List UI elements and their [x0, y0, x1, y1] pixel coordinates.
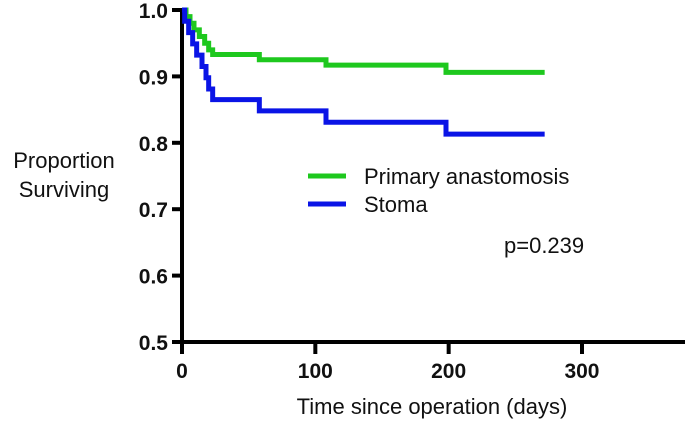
x-tick-label: 200	[431, 360, 466, 383]
legend-label-stoma: Stoma	[364, 192, 428, 217]
p-value-annotation: p=0.239	[504, 233, 584, 258]
legend-label-primary-anastomosis: Primary anastomosis	[364, 164, 569, 189]
y-tick-label: 0.8	[139, 133, 169, 156]
x-tick-label: 100	[298, 360, 333, 383]
series-line-stoma	[182, 7, 545, 137]
y-tick-label: 1.0	[139, 0, 168, 23]
series-line-primary-anastomosis	[182, 7, 545, 75]
y-tick-label: 0.7	[139, 199, 168, 222]
x-tick-label: 300	[564, 360, 599, 383]
y-axis-title-line2: Surviving	[19, 177, 109, 202]
y-tick-label: 0.5	[139, 332, 169, 355]
y-axis-title-line1: Proportion	[13, 148, 115, 173]
series-group	[182, 7, 545, 137]
y-tick-label: 0.9	[139, 66, 168, 89]
axes: 0.5 0.6 0.7 0.8 0.9 1.0 0 100 200 300	[139, 0, 685, 383]
x-axis-title: Time since operation (days)	[297, 394, 568, 419]
legend: Primary anastomosis Stoma	[308, 164, 569, 217]
y-tick-label: 0.6	[139, 266, 168, 289]
x-tick-label: 0	[176, 360, 188, 383]
